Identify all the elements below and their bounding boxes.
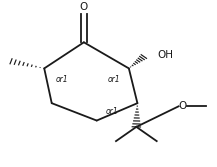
Text: or1: or1 <box>108 75 120 84</box>
Text: OH: OH <box>158 50 174 60</box>
Text: or1: or1 <box>105 107 118 116</box>
Text: O: O <box>178 101 187 111</box>
Text: O: O <box>80 2 88 12</box>
Text: or1: or1 <box>56 75 69 84</box>
